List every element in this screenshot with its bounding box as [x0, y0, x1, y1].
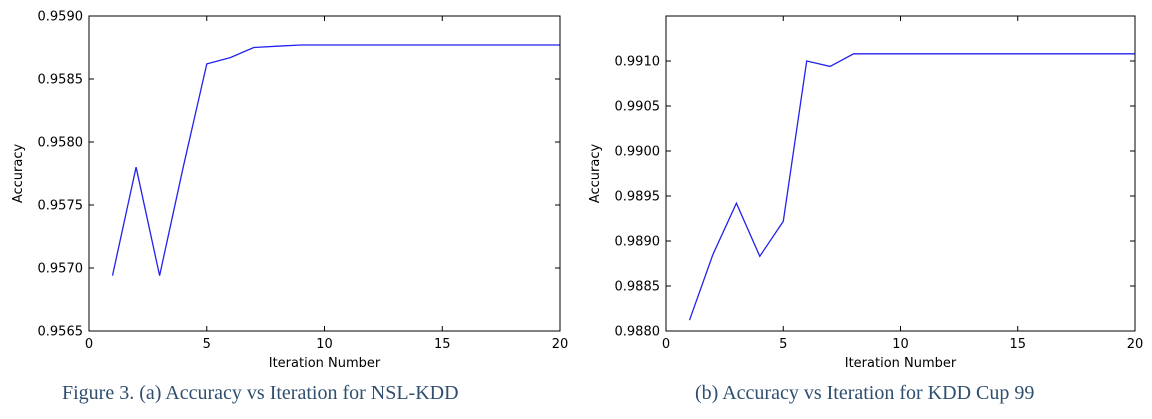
caption-b: (b) Accuracy vs Iteration for KDD Cup 99	[695, 382, 1035, 404]
y-tick-label: 0.9885	[615, 280, 661, 295]
x-axis-label: Iteration Number	[845, 356, 957, 371]
chart-nsl-kdd: 0 5 10 15 20 0.9565 0.9570 0.9575 0.9580 0.9585 0.…	[11, 10, 568, 372]
x-tick-label: 15	[1009, 337, 1026, 352]
y-axis-label: Accuracy	[588, 144, 603, 204]
x-tick-label: 15	[434, 337, 451, 352]
y-tick-label: 0.9580	[38, 136, 84, 151]
y-tick-label: 0.9905	[615, 100, 661, 115]
y-tick-label: 0.9590	[38, 10, 84, 25]
x-tick-label: 0	[662, 337, 670, 352]
x-tick-label: 5	[779, 337, 787, 352]
y-tick-label: 0.9570	[38, 262, 84, 277]
chart-kdd-cup-99: 0 5 10 15 20 0.9880 0.9885 0.9890 0.9895 0.9900 0.…	[588, 15, 1144, 371]
x-axis-label: Iteration Number	[269, 356, 381, 371]
y-tick-label: 0.9585	[38, 73, 84, 88]
plot-frame	[88, 15, 561, 332]
caption-a: Figure 3. (a) Accuracy vs Iteration for …	[62, 382, 459, 404]
plot-frame	[665, 15, 1136, 332]
y-tick-label: 0.9895	[615, 190, 661, 205]
accuracy-line	[111, 44, 560, 276]
y-tick-label: 0.9880	[615, 325, 661, 340]
y-tick-label: 0.9575	[38, 199, 84, 214]
x-tick-label: 0	[85, 337, 93, 352]
x-tick-label: 5	[203, 337, 211, 352]
y-tick-label: 0.9890	[615, 235, 661, 250]
x-tick-label: 10	[316, 337, 333, 352]
x-tick-label: 20	[552, 337, 569, 352]
y-tick-label: 0.9910	[615, 55, 661, 70]
x-tick-label: 10	[892, 337, 909, 352]
accuracy-line	[688, 53, 1135, 321]
figure: 0 5 10 15 20 0.9565 0.9570 0.9575 0.9580 0.9585 0.…	[11, 10, 1144, 372]
x-tick-label: 20	[1127, 337, 1144, 352]
y-axis-label: Accuracy	[11, 144, 26, 204]
y-tick-label: 0.9565	[38, 325, 84, 340]
y-tick-label: 0.9900	[615, 145, 661, 160]
